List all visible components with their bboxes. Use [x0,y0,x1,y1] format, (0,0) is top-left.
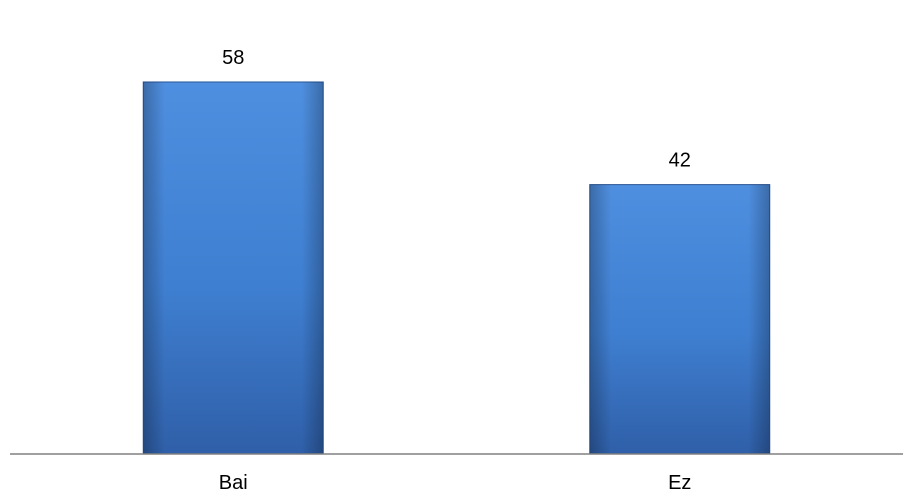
value-label-bai: 58 [222,47,244,69]
x-tick-label-ez: Ez [668,472,691,494]
bar-ez [589,184,771,455]
bar-bevel [589,184,770,454]
bars-group [142,81,771,455]
value-label-ez: 42 [669,150,691,172]
bar-bai [142,81,324,455]
bar-bevel [143,81,324,454]
labels-group: 58 Bai 42 Ez [219,47,692,494]
x-tick-label-bai: Bai [219,472,248,494]
